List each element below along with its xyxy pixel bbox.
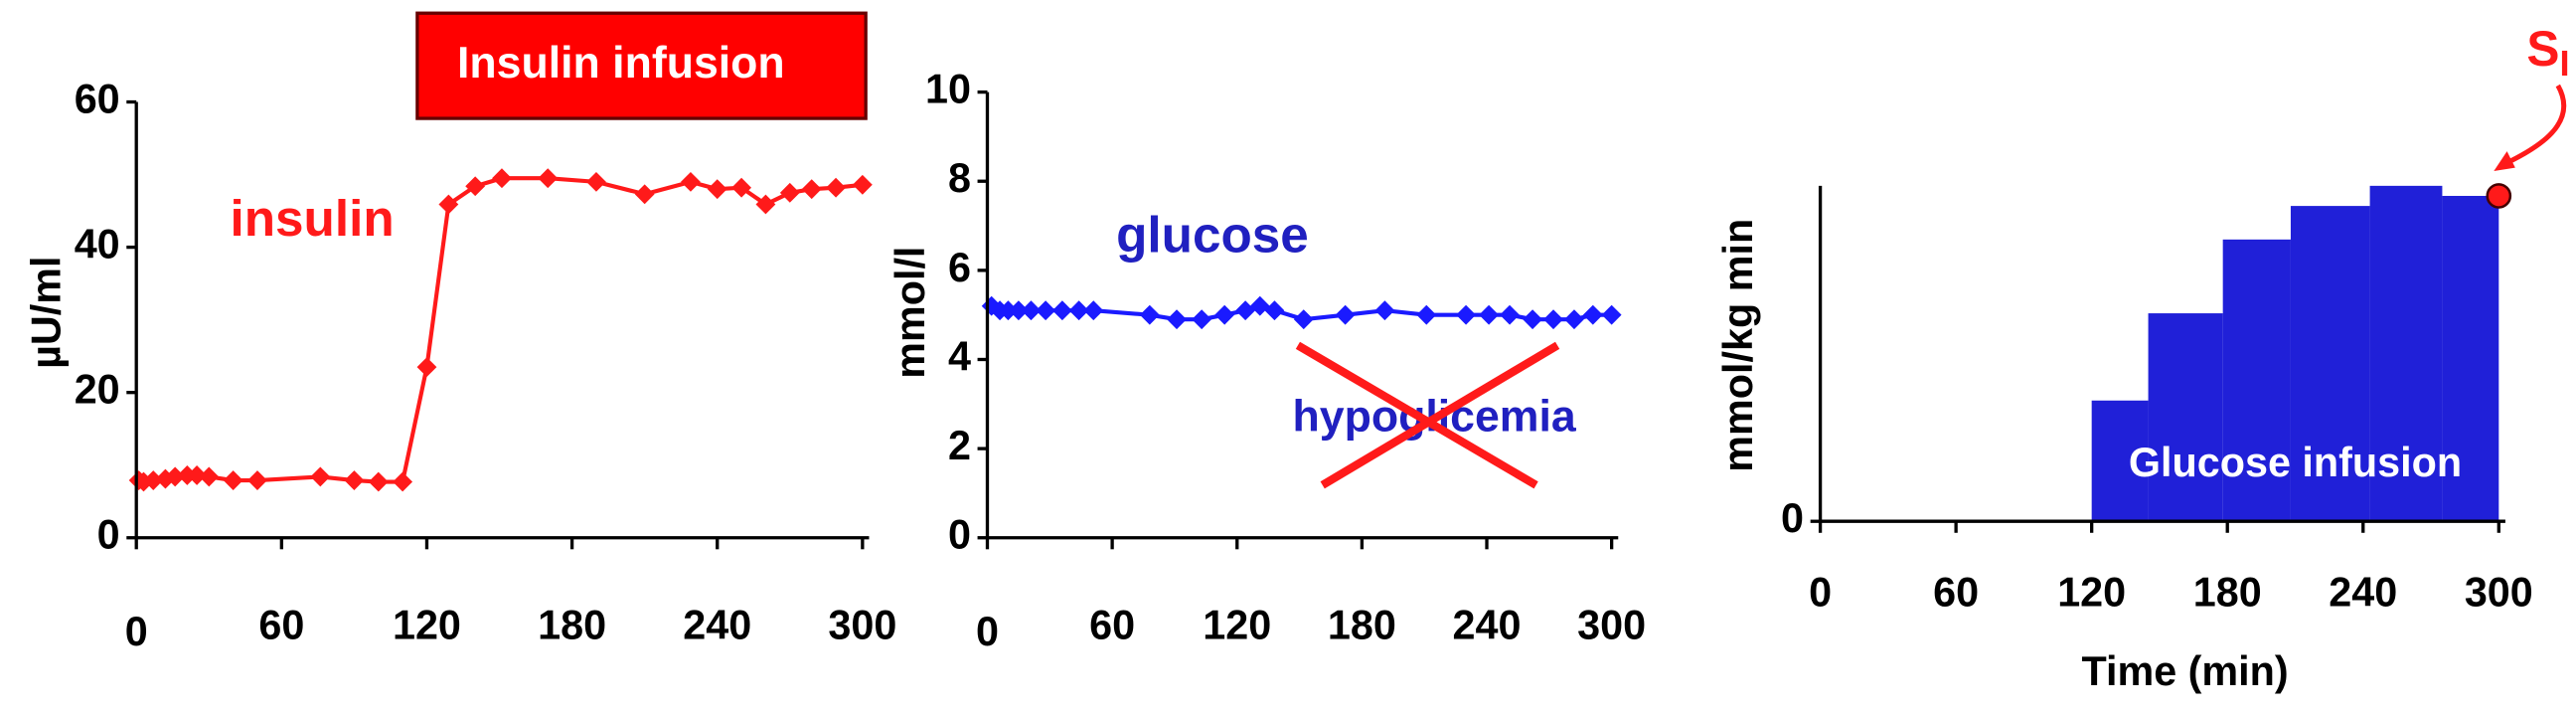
- x-tick-label: 300: [1577, 603, 1646, 648]
- point: [1335, 304, 1356, 325]
- annotation-arrowhead: [2494, 151, 2515, 171]
- annotation-subscript: I: [2559, 43, 2569, 84]
- annotation-box: [415, 11, 868, 120]
- y-axis-label: mmol/kg min: [1715, 219, 1761, 472]
- x-tick-label: 300: [828, 603, 896, 648]
- bar: [2290, 206, 2370, 522]
- y-axis-label: mmol/l: [887, 247, 933, 379]
- point: [247, 470, 267, 490]
- bar: [2369, 185, 2443, 522]
- point: [779, 182, 800, 203]
- x-tick-label: 60: [258, 603, 304, 648]
- x-tick-label: 120: [393, 603, 461, 648]
- point: [1374, 300, 1395, 321]
- point: [1543, 309, 1563, 330]
- point: [1601, 304, 1622, 325]
- cross-out: [1320, 341, 1560, 489]
- point: [801, 179, 822, 200]
- series-label: Glucose infusion: [2129, 440, 2462, 485]
- point: [826, 177, 846, 198]
- x-tick-label: 60: [1089, 603, 1135, 648]
- point: [143, 470, 164, 490]
- x-tick-label: 240: [2329, 570, 2397, 616]
- y-tick-label: 2: [948, 423, 971, 468]
- point: [368, 471, 389, 492]
- point: [1139, 304, 1160, 325]
- point: [538, 168, 559, 189]
- point: [223, 470, 243, 490]
- x-tick-label: 240: [683, 603, 751, 648]
- y-tick-label: 40: [75, 222, 120, 268]
- point: [344, 470, 365, 490]
- y-tick-label: 60: [75, 76, 120, 121]
- bar: [2148, 313, 2223, 522]
- y-tick-label: 20: [75, 367, 120, 413]
- x-tick-label: 0: [125, 609, 148, 654]
- point: [465, 176, 486, 197]
- marker: [2486, 183, 2512, 209]
- bar: [2442, 195, 2499, 522]
- point: [634, 184, 655, 205]
- annotation: SI: [2526, 21, 2569, 84]
- point: [1582, 304, 1603, 325]
- x-tick-label: 120: [2057, 570, 2126, 616]
- point: [187, 465, 208, 485]
- x-tick-label: 0: [976, 609, 999, 654]
- point: [1293, 309, 1314, 330]
- bar: [2222, 239, 2291, 522]
- point: [438, 194, 459, 215]
- point: [852, 174, 873, 195]
- y-axis-label: µU/ml: [24, 256, 70, 368]
- point: [199, 466, 220, 487]
- series-label: glucose: [1116, 206, 1309, 263]
- point: [492, 168, 512, 189]
- point: [1479, 304, 1500, 325]
- point: [1083, 300, 1104, 321]
- point: [165, 466, 186, 487]
- annotation: Insulin infusion: [457, 39, 785, 88]
- point: [1456, 304, 1476, 325]
- y-tick-label: 10: [925, 67, 971, 112]
- y-tick-label: 0: [948, 512, 971, 558]
- point: [1523, 309, 1543, 330]
- point: [586, 171, 606, 192]
- bar: [2091, 400, 2149, 522]
- x-tick-label: 300: [2465, 570, 2533, 616]
- annotation-text: S: [2526, 21, 2559, 77]
- y-tick-label: 0: [97, 512, 120, 558]
- x-tick-label: 240: [1453, 603, 1522, 648]
- x-tick-label: 180: [1328, 603, 1396, 648]
- y-tick-label: 0: [1781, 495, 1804, 541]
- point: [1416, 304, 1437, 325]
- y-tick-label: 8: [948, 155, 971, 201]
- point: [416, 357, 437, 378]
- point: [1167, 309, 1187, 330]
- point: [310, 466, 331, 487]
- y-tick-label: 6: [948, 245, 971, 290]
- point: [1564, 309, 1584, 330]
- x-axis-label: Time (min): [2081, 648, 2288, 694]
- x-tick-label: 0: [1809, 570, 1832, 616]
- point: [1249, 295, 1270, 316]
- point: [681, 171, 701, 192]
- annotation-arrow: [2502, 84, 2567, 167]
- point: [1192, 309, 1212, 330]
- point: [1500, 304, 1520, 325]
- point: [1264, 300, 1285, 321]
- point: [707, 179, 727, 200]
- x-tick-label: 180: [538, 603, 606, 648]
- x-tick-label: 60: [1933, 570, 1979, 616]
- point: [1235, 300, 1256, 321]
- x-tick-label: 120: [1203, 603, 1271, 648]
- point: [393, 471, 413, 492]
- y-tick-label: 4: [948, 333, 971, 379]
- point: [1214, 304, 1235, 325]
- series-label: insulin: [231, 190, 395, 247]
- cross-out: [1295, 341, 1538, 489]
- x-tick-label: 180: [2193, 570, 2262, 616]
